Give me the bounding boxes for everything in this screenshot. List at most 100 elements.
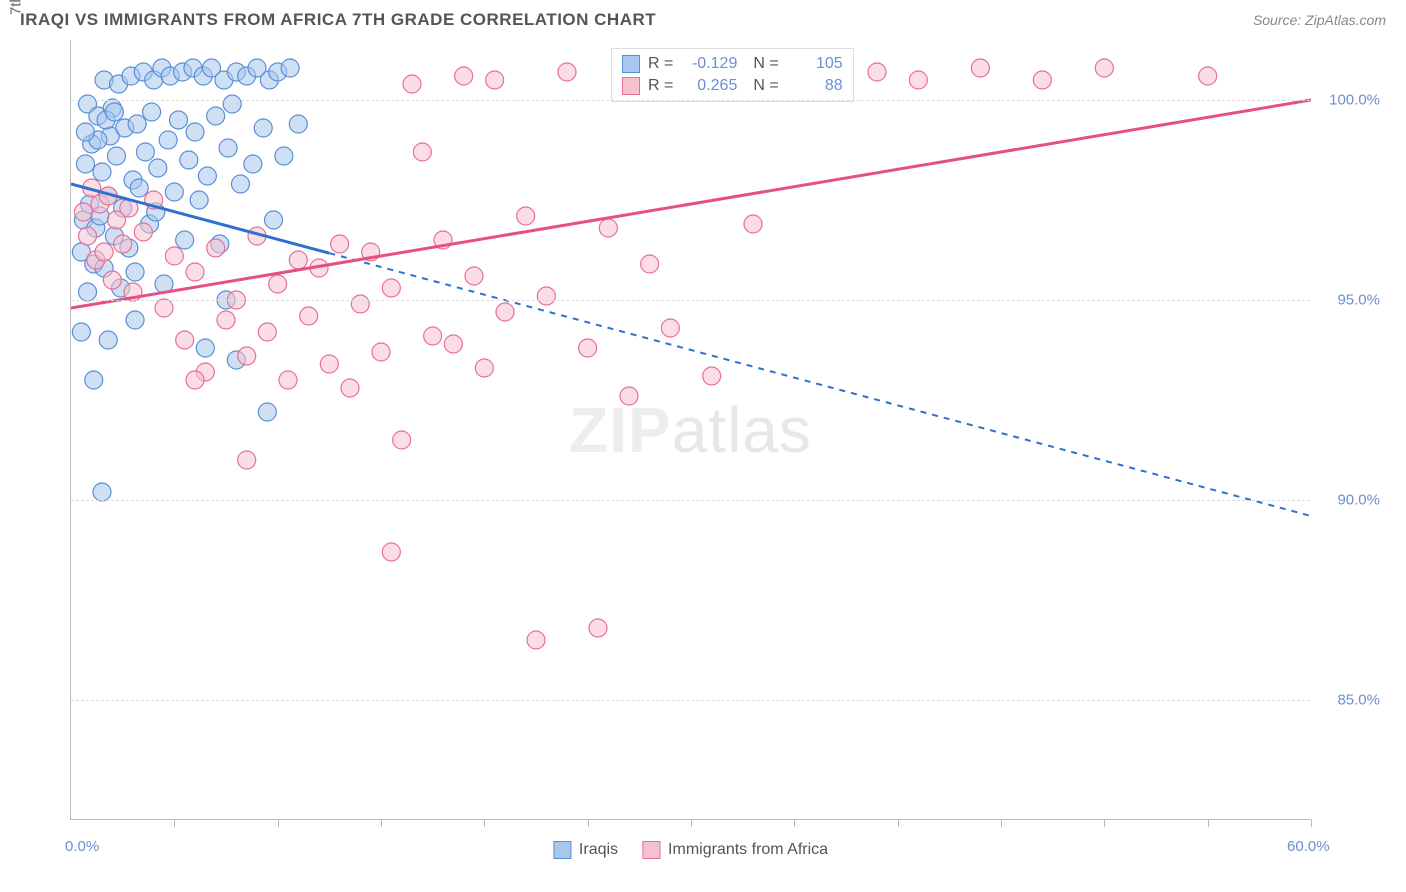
data-point [703,367,721,385]
y-tick-label: 90.0% [1320,492,1380,509]
gridline [71,700,1310,701]
y-tick-label: 85.0% [1320,692,1380,709]
data-point [79,283,97,301]
data-point [186,123,204,141]
data-point [455,67,473,85]
data-point [527,631,545,649]
x-tick [1104,819,1105,827]
data-point [207,239,225,257]
series-legend: Iraqis Immigrants from Africa [553,841,828,859]
data-point [372,343,390,361]
correlation-legend: R =-0.129N =105R =0.265N =88 [611,48,854,102]
data-point [93,483,111,501]
data-point [537,287,555,305]
data-point [289,251,307,269]
x-axis-max-label: 60.0% [1287,838,1330,855]
plot-svg [71,40,1311,820]
data-point [186,263,204,281]
data-point [126,263,144,281]
source-prefix: Source: [1253,12,1305,28]
data-point [198,167,216,185]
data-point [76,155,94,173]
n-label: N = [753,77,778,95]
y-tick-label: 100.0% [1320,92,1380,109]
source-link[interactable]: ZipAtlas.com [1305,12,1386,28]
gridline [71,500,1310,501]
data-point [238,451,256,469]
data-point [95,243,113,261]
chart-title: IRAQI VS IMMIGRANTS FROM AFRICA 7TH GRAD… [20,10,656,30]
data-point [258,323,276,341]
y-axis-label: 7th Grade [8,0,25,15]
data-point [413,143,431,161]
legend-item[interactable]: Immigrants from Africa [642,841,828,859]
data-point [661,319,679,337]
data-point [155,299,173,317]
x-tick [588,819,589,827]
legend-item[interactable]: Iraqis [553,841,618,859]
data-point [393,431,411,449]
legend-row: R =0.265N =88 [622,75,843,97]
data-point [289,115,307,133]
data-point [105,103,123,121]
data-point [258,403,276,421]
data-point [868,63,886,81]
data-point [279,371,297,389]
data-point [486,71,504,89]
data-point [403,75,421,93]
data-point [465,267,483,285]
data-point [207,107,225,125]
legend-label: Iraqis [579,841,618,859]
data-point [223,95,241,113]
x-tick [174,819,175,827]
x-tick [484,819,485,827]
source-attribution: Source: ZipAtlas.com [1253,12,1386,28]
data-point [186,371,204,389]
data-point [176,331,194,349]
data-point [620,387,638,405]
data-point [114,235,132,253]
legend-swatch [553,841,571,859]
legend-row: R =-0.129N =105 [622,53,843,75]
data-point [320,355,338,373]
data-point [165,183,183,201]
data-point [269,275,287,293]
data-point [128,115,146,133]
data-point [180,151,198,169]
data-point [641,255,659,273]
data-point [74,203,92,221]
legend-swatch [622,55,640,73]
data-point [300,307,318,325]
data-point [351,295,369,313]
data-point [331,235,349,253]
data-point [1033,71,1051,89]
x-tick [691,819,692,827]
data-point [744,215,762,233]
data-point [275,147,293,165]
data-point [971,59,989,77]
legend-label: Immigrants from Africa [668,841,828,859]
gridline [71,300,1310,301]
data-point [254,119,272,137]
n-value: 88 [787,77,843,95]
data-point [382,543,400,561]
trend-line-extrapolated [329,253,1311,516]
legend-swatch [622,77,640,95]
x-tick [278,819,279,827]
data-point [444,335,462,353]
data-point [517,207,535,225]
r-value: 0.265 [681,77,737,95]
data-point [103,271,121,289]
data-point [196,339,214,357]
data-point [1199,67,1217,85]
data-point [165,247,183,265]
r-label: R = [648,55,673,73]
data-point [909,71,927,89]
legend-swatch [642,841,660,859]
data-point [76,123,94,141]
data-point [107,147,125,165]
data-point [130,179,148,197]
data-point [190,191,208,209]
data-point [341,379,359,397]
r-value: -0.129 [681,55,737,73]
